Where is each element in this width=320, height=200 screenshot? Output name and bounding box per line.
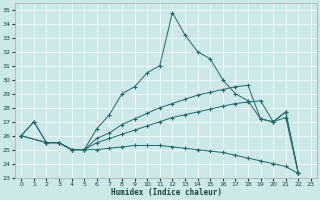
X-axis label: Humidex (Indice chaleur): Humidex (Indice chaleur) bbox=[111, 188, 221, 197]
